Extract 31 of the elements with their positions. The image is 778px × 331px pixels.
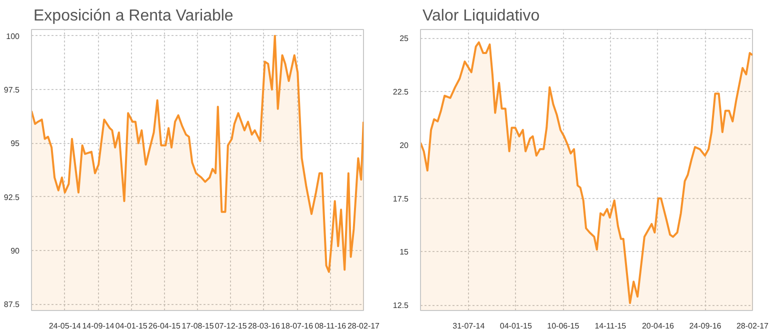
x-tick-label: 20-04-16	[642, 322, 675, 330]
y-tick-label: 15	[400, 248, 410, 257]
y-tick-label: 17.5	[392, 194, 410, 204]
y-tick-label: 87.5	[4, 300, 20, 310]
x-tick-label: 28-02-17	[347, 322, 380, 330]
x-tick-label: 10-06-15	[547, 322, 580, 330]
y-tick-label: 90	[10, 246, 20, 256]
x-tick-label: 17-08-15	[182, 322, 214, 330]
y-tick-label: 95	[10, 139, 20, 148]
x-tick-label: 24-09-16	[689, 322, 722, 330]
x-tick-label: 08-11-16	[314, 322, 347, 330]
x-tick-label: 28-02-17	[736, 322, 770, 330]
x-tick-label: 07-12-15	[214, 322, 248, 330]
x-tick-label: 04-01-15	[500, 322, 532, 330]
x-tick-label: 31-07-14	[452, 322, 486, 330]
y-tick-label: 22.5	[392, 87, 410, 96]
y-tick-label: 12.5	[392, 301, 410, 310]
x-tick-label: 04-01-15	[115, 322, 148, 330]
x-tick-label: 28-03-16	[248, 322, 281, 330]
y-tick-label: 25	[400, 34, 410, 44]
x-tick-label: 14-11-15	[594, 322, 627, 330]
y-tick-label: 92.5	[4, 192, 20, 202]
x-tick-label: 18-07-16	[281, 322, 314, 330]
y-tick-label: 97.5	[4, 86, 20, 95]
chart-title: Valor Liquidativo	[422, 8, 540, 24]
x-tick-label: 24-05-14	[48, 322, 82, 330]
y-tick-label: 100	[6, 32, 20, 41]
x-tick-label: 14-09-14	[82, 322, 115, 330]
chart-title: Exposición a Renta Variable	[34, 8, 234, 24]
y-tick-label: 20	[400, 140, 410, 150]
x-tick-label: 26-04-15	[148, 322, 181, 330]
